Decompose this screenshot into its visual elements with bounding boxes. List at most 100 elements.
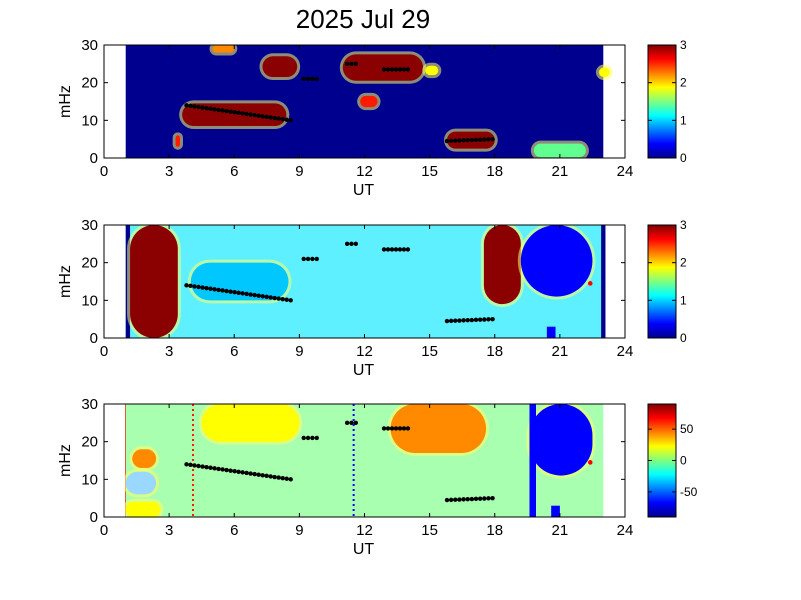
colorbar-tick-label: 1 (680, 293, 687, 307)
colorbar (647, 44, 677, 159)
peak-marker (465, 317, 470, 323)
peak-marker (405, 426, 411, 431)
peak-marker (353, 241, 359, 247)
peak-marker (284, 297, 289, 302)
heatmap-region (598, 67, 610, 78)
colorbar-tick-label: 2 (680, 256, 687, 270)
peak-marker (196, 104, 201, 110)
peak-marker (457, 318, 462, 323)
peak-marker (469, 317, 475, 323)
peak-marker (288, 118, 293, 123)
peak-marker (453, 138, 458, 143)
peak-marker (305, 76, 311, 82)
peak-marker (232, 290, 237, 295)
peak-marker (252, 471, 257, 477)
heatmap-region (601, 225, 606, 338)
x-axis-label: UT (353, 362, 375, 379)
peak-marker (284, 476, 289, 481)
peak-marker (486, 137, 491, 142)
peak-marker (490, 316, 495, 322)
peak-marker (310, 76, 315, 82)
peak-marker (381, 247, 387, 252)
x-tick-label: 24 (617, 343, 634, 360)
y-tick-label: 30 (81, 396, 98, 413)
peak-marker (453, 318, 458, 323)
peak-marker (314, 435, 319, 441)
peak-marker (469, 496, 475, 502)
figure-title: 2025 Jul 29 (296, 4, 430, 34)
peak-marker (393, 426, 399, 431)
y-tick-label: 20 (81, 75, 98, 92)
peak-marker (212, 107, 217, 112)
peak-marker (397, 247, 403, 252)
peak-marker (385, 247, 391, 252)
peak-marker (401, 426, 407, 431)
x-tick-label: 9 (295, 343, 303, 360)
peak-marker (192, 104, 197, 109)
peak-marker (208, 465, 213, 470)
peak-marker (288, 477, 293, 482)
peak-marker (310, 435, 315, 441)
x-tick-label: 0 (100, 163, 108, 180)
y-tick-label: 0 (90, 330, 98, 347)
peak-marker (280, 296, 285, 302)
peak-marker (381, 67, 387, 72)
peak-marker (349, 241, 354, 247)
peak-marker (444, 497, 450, 503)
x-tick-label: 12 (356, 522, 373, 539)
x-tick-label: 9 (295, 163, 303, 180)
peak-marker (240, 470, 245, 475)
peak-marker (268, 115, 273, 120)
peak-marker (276, 116, 281, 121)
y-axis-label: mHz (57, 444, 74, 477)
heatmap-region (529, 404, 536, 517)
peak-marker (192, 463, 197, 468)
heatmap-region (360, 95, 378, 108)
x-tick-label: 21 (552, 163, 569, 180)
x-tick-label: 9 (295, 522, 303, 539)
peak-marker (397, 426, 403, 431)
colorbar-tick-label: 50 (680, 422, 694, 436)
heatmap-region (262, 56, 298, 78)
peak-marker (220, 467, 225, 472)
peak-marker (260, 473, 265, 478)
colorbar (647, 403, 677, 518)
x-tick-label: 21 (552, 343, 569, 360)
x-tick-label: 24 (617, 163, 634, 180)
peak-marker (240, 111, 245, 116)
peak-marker (349, 420, 354, 426)
x-tick-label: 18 (486, 163, 503, 180)
peak-marker (486, 496, 491, 501)
peak-marker (248, 292, 253, 297)
peak-marker (228, 468, 233, 473)
peak-marker (268, 474, 273, 479)
peak-marker (256, 472, 261, 477)
peak-marker (393, 247, 399, 252)
peak-marker (272, 115, 277, 121)
x-tick-label: 6 (230, 522, 238, 539)
peak-marker (224, 108, 229, 114)
panel-bottom: 0 3 6 9 12 15 18 21 24 0 10 20 30 UT mHz -50 0 50 (57, 396, 698, 558)
peak-marker (393, 67, 399, 72)
peak-marker (305, 256, 311, 262)
peak-marker (212, 287, 217, 292)
peak-marker (220, 108, 225, 113)
peak-marker (264, 473, 269, 479)
peak-marker (264, 114, 269, 120)
heatmap-region (425, 65, 439, 76)
peak-marker (256, 293, 261, 298)
heatmap-region (546, 326, 556, 338)
peak-marker (401, 247, 407, 252)
colorbar-tick-label: 3 (680, 218, 687, 232)
x-tick-label: 15 (421, 522, 438, 539)
peak-marker (248, 112, 253, 117)
peak-marker (272, 474, 277, 480)
peak-marker (490, 495, 495, 501)
colorbar (647, 224, 677, 339)
heatmap-region (125, 471, 157, 495)
x-tick-label: 0 (100, 522, 108, 539)
peak-marker (482, 496, 487, 501)
colorbar-tick-label: 0 (680, 331, 687, 345)
x-tick-label: 21 (552, 522, 569, 539)
